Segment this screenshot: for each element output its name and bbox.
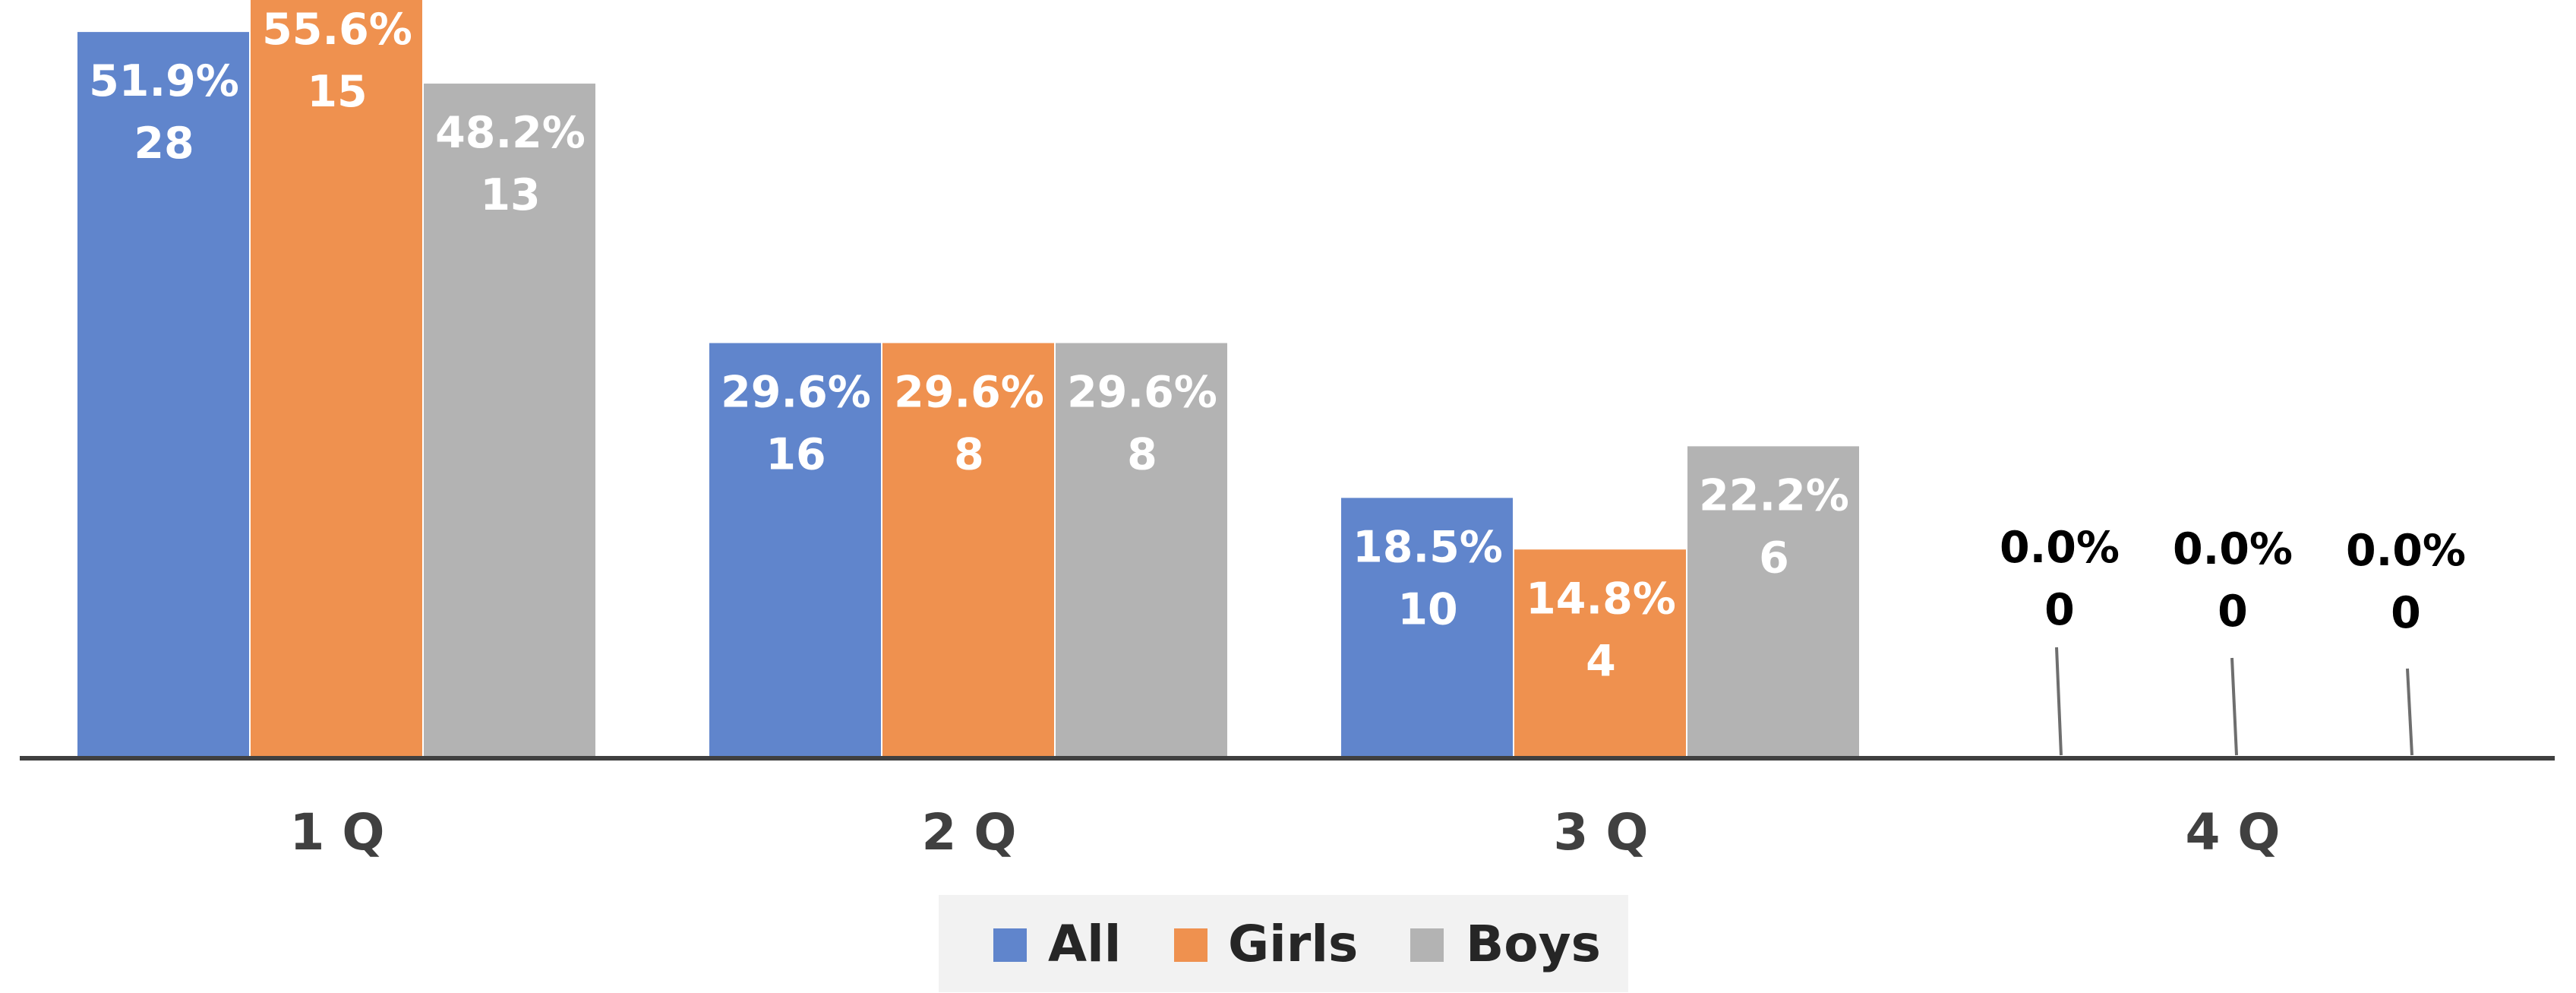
legend-swatch-all xyxy=(993,928,1027,962)
count-label-all-2-q: 16 xyxy=(766,430,826,480)
legend-label-girls: Girls xyxy=(1228,915,1358,973)
count-label-boys-1-q: 13 xyxy=(480,170,540,220)
value-label-all-2-q: 29.6% xyxy=(721,368,871,418)
count-label-boys-3-q: 6 xyxy=(1759,533,1789,583)
leader-line-girls-4-q xyxy=(2230,657,2238,756)
count-label-girls-4-q: 0 xyxy=(2218,587,2248,637)
value-label-all-3-q: 18.5% xyxy=(1353,522,1503,572)
leader-line-boys-4-q xyxy=(2406,668,2413,756)
value-label-boys-2-q: 29.6% xyxy=(1067,368,1217,418)
value-label-girls-4-q: 0.0% xyxy=(2173,524,2293,574)
x-tick-4-q: 4 Q xyxy=(2185,803,2280,862)
legend-swatch-girls xyxy=(1174,928,1208,962)
x-tick-1-q: 1 Q xyxy=(289,803,384,862)
leader-lines-layer xyxy=(2055,647,2413,756)
legend-label-all: All xyxy=(1048,915,1121,973)
data-labels-layer: 51.9% 28 55.6% 15 48.2% 13 29.6% 16 29.6% 8 29.6% 8… xyxy=(89,5,2466,686)
bar-girls-1-q xyxy=(251,0,422,756)
value-label-girls-2-q: 29.6% xyxy=(894,368,1044,418)
count-label-all-1-q: 28 xyxy=(134,119,194,169)
bar-all-2-q xyxy=(709,343,881,756)
count-label-girls-1-q: 15 xyxy=(307,67,367,117)
value-label-all-4-q: 0.0% xyxy=(2000,523,2120,573)
count-label-girls-3-q: 4 xyxy=(1586,636,1616,686)
legend-swatch-boys xyxy=(1410,928,1444,962)
x-axis-ticks: 1 Q 2 Q 3 Q 4 Q xyxy=(289,803,2280,862)
bar-boys-2-q xyxy=(1056,343,1227,756)
legend: All Girls Boys xyxy=(939,895,1628,992)
value-label-all-1-q: 51.9% xyxy=(89,56,239,106)
legend-background xyxy=(939,895,1628,992)
value-label-girls-1-q: 55.6% xyxy=(262,5,412,55)
bar-all-1-q xyxy=(77,32,249,756)
value-label-boys-4-q: 0.0% xyxy=(2346,526,2466,576)
x-tick-3-q: 3 Q xyxy=(1553,803,1648,862)
bar-girls-2-q xyxy=(882,343,1054,756)
legend-label-boys: Boys xyxy=(1466,915,1601,973)
count-label-all-4-q: 0 xyxy=(2044,585,2075,635)
bar-boys-1-q xyxy=(424,84,595,757)
bars-layer xyxy=(77,0,1859,757)
value-label-boys-3-q: 22.2% xyxy=(1699,470,1849,520)
count-label-boys-2-q: 8 xyxy=(1127,430,1157,480)
count-label-boys-4-q: 0 xyxy=(2391,588,2421,638)
x-tick-2-q: 2 Q xyxy=(921,803,1016,862)
count-label-all-3-q: 10 xyxy=(1397,584,1457,634)
value-label-boys-1-q: 48.2% xyxy=(435,108,586,158)
count-label-girls-2-q: 8 xyxy=(954,430,984,480)
value-label-girls-3-q: 14.8% xyxy=(1526,574,1676,624)
leader-line-all-4-q xyxy=(2055,647,2063,756)
bar-girls-3-q xyxy=(1514,549,1686,756)
bar-boys-3-q xyxy=(1687,446,1859,756)
bar-all-3-q xyxy=(1341,498,1513,756)
